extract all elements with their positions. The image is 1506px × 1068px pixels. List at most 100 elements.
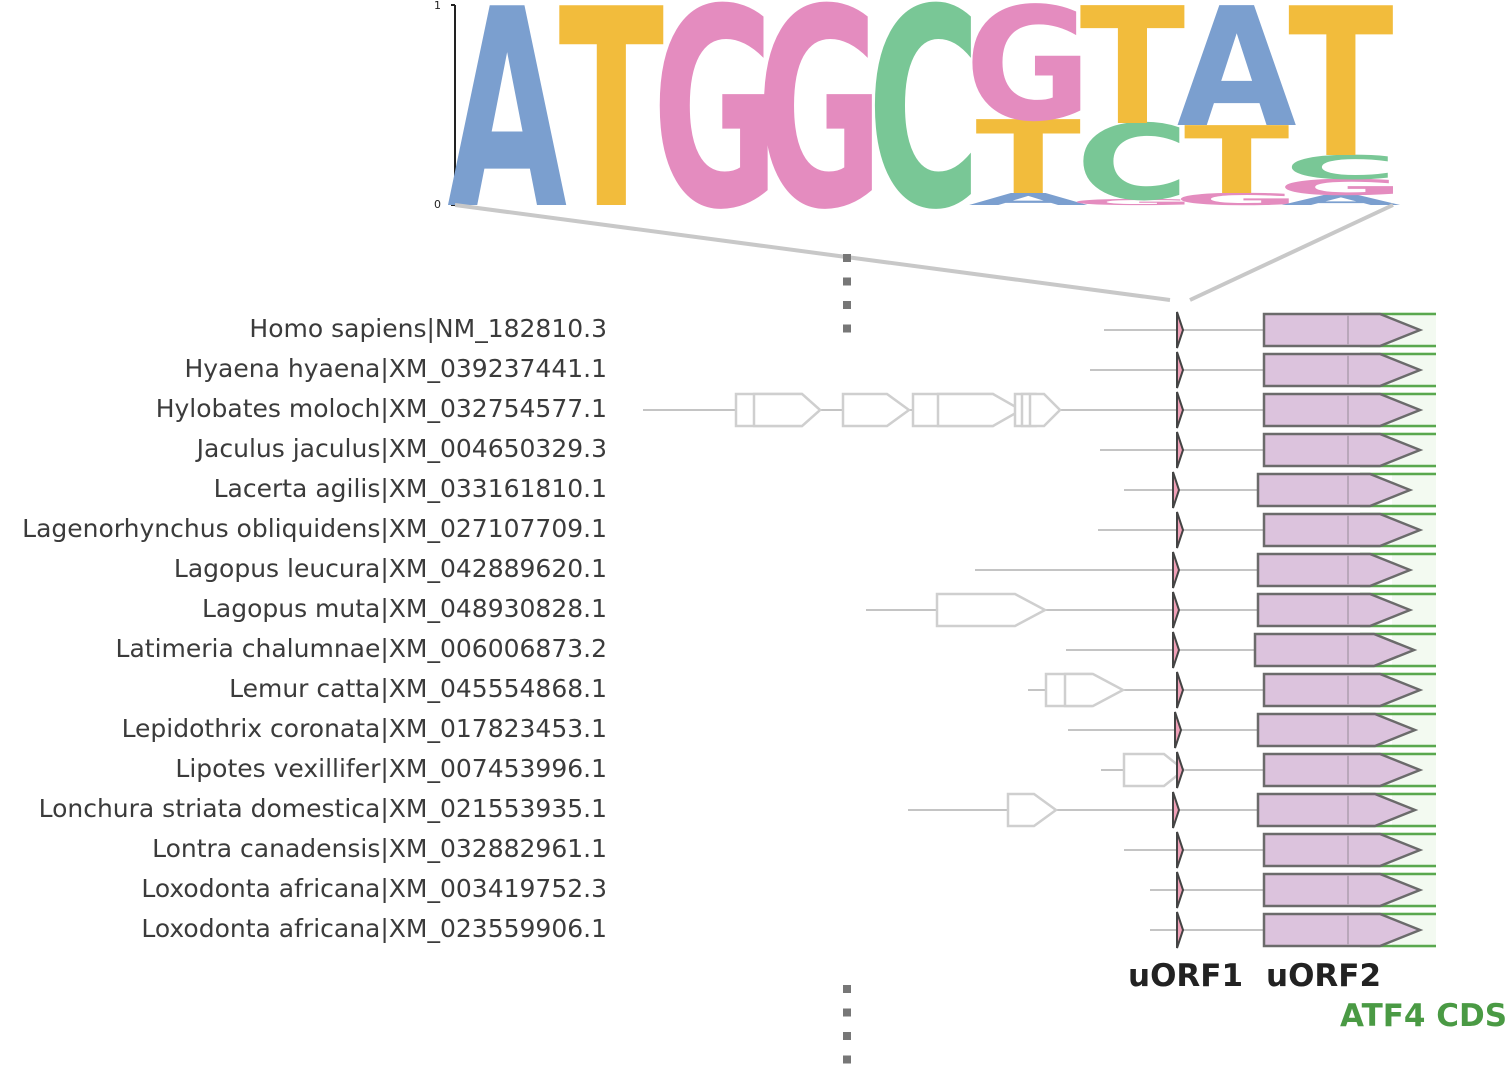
uorf2-arrow — [1262, 392, 1424, 428]
logo-letter-g: G — [1173, 190, 1300, 209]
uorf2-arrow — [1256, 592, 1414, 628]
logo-letter-c: C — [1284, 149, 1398, 187]
sequence-label: Lagopus leucura|XM_042889620.1 — [173, 554, 607, 583]
ellipsis-dot — [843, 1032, 851, 1040]
uorf1-arrow — [1172, 631, 1181, 669]
ellipsis-dot — [843, 324, 851, 333]
sequence-label: Lacerta agilis|XM_033161810.1 — [213, 474, 607, 503]
uorf2-arrow — [1256, 552, 1414, 588]
track-row — [1090, 351, 1424, 389]
uorf2-arrow — [1262, 752, 1424, 788]
logo-letter-a: A — [447, 0, 567, 270]
ellipsis-dot — [843, 985, 851, 993]
track-row — [1124, 471, 1414, 509]
logo-letter-g: G — [1277, 175, 1404, 201]
uorf2-arrow — [1262, 312, 1424, 348]
uorf1-arrow — [1176, 831, 1185, 869]
upstream-orf — [1122, 752, 1187, 788]
sequence-label: Hylobates moloch|XM_032754577.1 — [155, 394, 607, 423]
uorf1-arrow — [1176, 431, 1185, 469]
logo-letter-g: G — [756, 0, 883, 270]
zoom-line-right — [1189, 203, 1394, 302]
logo-letter-c: C — [1076, 103, 1190, 224]
track-row — [1066, 631, 1418, 669]
uorf1-arrow — [1176, 511, 1185, 549]
uorf2-arrow — [1262, 352, 1424, 388]
upstream-orf — [841, 392, 912, 428]
uorf1-arrow — [1174, 711, 1183, 749]
track-row — [975, 551, 1414, 589]
logo-letter-g: G — [652, 0, 779, 270]
logo-letter-g: G — [965, 0, 1092, 156]
sequence-label: Jaculus jaculus|XM_004650329.3 — [196, 434, 607, 463]
uorf2-arrow — [1262, 912, 1424, 948]
track-row — [1068, 711, 1419, 749]
logo-letter-t: T — [975, 99, 1081, 217]
track-row — [1150, 911, 1424, 949]
uorf2-arrow — [1256, 712, 1419, 748]
logo-letter-c: C — [867, 0, 981, 270]
zoom-line-left — [454, 203, 1171, 302]
sequence-label: Lonchura striata domestica|XM_021553935.… — [38, 794, 607, 823]
track-row — [1098, 511, 1424, 549]
atf4-cds-label: ATF4 CDS — [1340, 998, 1506, 1034]
track-row — [1100, 431, 1424, 469]
logo-letter-g: G — [1069, 197, 1196, 207]
uorf2-label: uORF2 — [1266, 958, 1382, 994]
logo-letter-t: T — [1184, 107, 1290, 216]
sequence-label: Homo sapiens|NM_182810.3 — [249, 314, 607, 343]
upstream-orf — [752, 392, 822, 428]
ellipsis-dot — [843, 1055, 851, 1064]
sequence-label: Lepidothrix coronata|XM_017823453.1 — [121, 714, 607, 743]
track-row — [1104, 311, 1424, 349]
logo-letter-a: A — [1177, 0, 1297, 164]
uorf1-arrow — [1172, 551, 1181, 589]
ellipsis-dot — [843, 1008, 851, 1017]
uorf1-label: uORF1 — [1128, 958, 1244, 994]
sequence-label: Loxodonta africana|XM_003419752.3 — [141, 874, 607, 903]
uorf2-arrow — [1262, 432, 1424, 468]
uorf1-arrow — [1172, 591, 1181, 629]
uorf2-arrow — [1256, 472, 1414, 508]
sequence-label: Lagopus muta|XM_048930828.1 — [201, 594, 607, 623]
track-row — [1028, 671, 1424, 709]
logo-letter-a: A — [1281, 192, 1401, 208]
upstream-orf — [1028, 392, 1062, 428]
sequence-label: Lipotes vexillifer|XM_007453996.1 — [175, 754, 607, 783]
uorf1-arrow — [1176, 871, 1185, 909]
sequence-label: Latimeria chalumnae|XM_006006873.2 — [115, 634, 607, 663]
sequence-label: Loxodonta africana|XM_023559906.1 — [141, 914, 607, 943]
uorf1-arrow — [1176, 351, 1185, 389]
logo-letter-a: A — [968, 190, 1088, 209]
track-row — [1150, 871, 1424, 909]
uorf2-arrow — [1253, 632, 1418, 668]
uorf2-arrow — [1262, 832, 1424, 868]
ellipsis-dot — [843, 301, 851, 309]
uorf1-arrow — [1176, 751, 1185, 789]
logo-y-tick-1: 1 — [434, 0, 441, 12]
uorf2-arrow — [1262, 672, 1424, 708]
track-row — [1101, 751, 1424, 789]
upstream-orf — [935, 592, 1048, 628]
logo-y-tick-0: 0 — [434, 198, 441, 211]
sequence-label: Lagenorhynchus obliquidens|XM_027107709.… — [22, 514, 607, 543]
upstream-orf — [1063, 672, 1126, 708]
logo-letter-t: T — [1288, 0, 1394, 204]
track-row — [1124, 831, 1424, 869]
ellipsis-dot — [843, 254, 851, 262]
uorf1-arrow — [1172, 791, 1181, 829]
uorf1-arrow — [1176, 911, 1185, 949]
uorf1-arrow — [1176, 391, 1185, 429]
uorf2-arrow — [1262, 512, 1424, 548]
uorf1-arrow — [1176, 671, 1185, 709]
upstream-orf — [936, 392, 1024, 428]
track-row — [908, 791, 1419, 829]
sequence-label: Lontra canadensis|XM_032882961.1 — [152, 834, 607, 863]
logo-letter-t: T — [1080, 0, 1186, 162]
uorf1-arrow — [1176, 311, 1185, 349]
track-row — [643, 391, 1424, 429]
ellipsis-dot — [843, 277, 851, 286]
